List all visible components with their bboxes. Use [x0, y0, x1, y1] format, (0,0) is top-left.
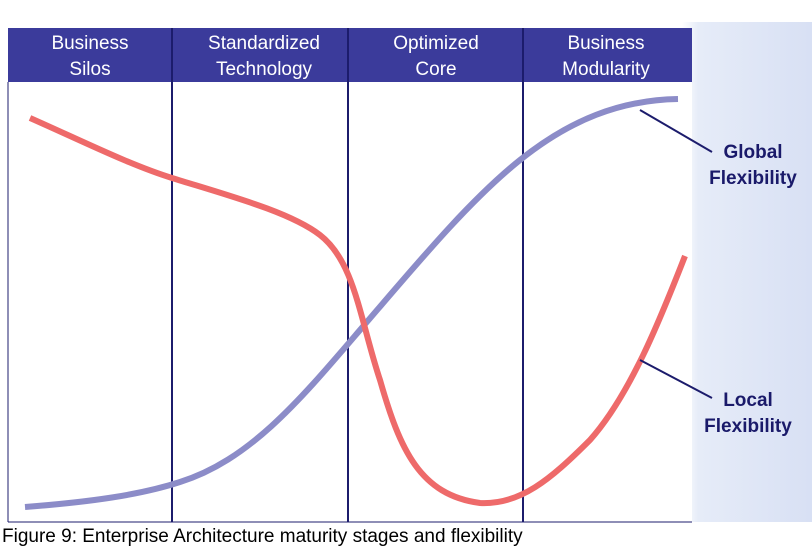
- curve-label: Flexibility: [709, 168, 797, 189]
- curve-label: Flexibility: [704, 416, 792, 437]
- stage-title: Standardized: [208, 33, 320, 54]
- stage-title: Business: [51, 33, 128, 54]
- stage-title: Business: [567, 33, 644, 54]
- local-callout: [639, 359, 713, 399]
- global-curve: [24, 96, 679, 510]
- stage-title: Technology: [216, 59, 313, 80]
- top-strip: [0, 0, 812, 22]
- stage-title: Optimized: [393, 33, 479, 54]
- local-curve: [28, 115, 688, 507]
- curve-label: Global: [723, 142, 782, 163]
- stage-title: Core: [415, 59, 456, 80]
- header-bar: [8, 28, 692, 82]
- global-callout: [639, 109, 713, 153]
- curve-label: Local: [723, 390, 773, 411]
- stage-title: Silos: [69, 59, 110, 80]
- caption: Figure 9: Enterprise Architecture maturi…: [2, 526, 523, 546]
- dividers: [7, 28, 692, 523]
- stage-title: Modularity: [562, 59, 650, 80]
- plot-area: [8, 82, 692, 522]
- caption-strip: [0, 522, 812, 546]
- stage-headers: Business Silos Standardized Technology O…: [51, 33, 650, 80]
